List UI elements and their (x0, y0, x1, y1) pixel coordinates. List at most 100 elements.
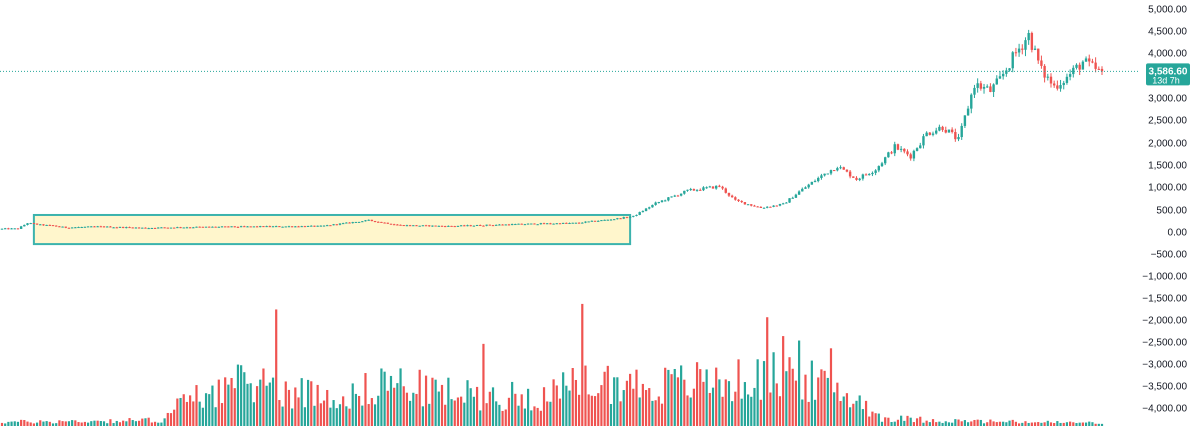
volume-bar (482, 343, 485, 426)
volume-bar (1056, 421, 1059, 426)
volume-bar (804, 374, 807, 426)
volume-bar (1043, 422, 1046, 426)
volume-bar (501, 410, 504, 426)
candle-body (153, 227, 157, 229)
candle-body (26, 223, 29, 225)
volume-bar (731, 401, 734, 426)
candle-body (1094, 62, 1097, 69)
candle-body (526, 223, 530, 225)
candle-body (208, 226, 211, 228)
candle-body (861, 174, 865, 179)
candle-body (418, 225, 421, 227)
volume-bar (692, 388, 695, 426)
volume-bar (134, 421, 138, 426)
volume-bar (86, 422, 90, 426)
volume-bar (214, 407, 217, 426)
volume-bar (622, 390, 625, 426)
volume-bar (138, 420, 141, 426)
volume-bar (456, 397, 460, 426)
volume-bar (912, 422, 915, 426)
volume-bar (750, 396, 753, 426)
volume-bar (925, 420, 928, 426)
candle-body (329, 225, 332, 227)
candle-body (338, 223, 342, 225)
candle-body (1072, 67, 1075, 75)
volume-bar (842, 396, 845, 426)
volume-bar (798, 340, 801, 426)
candle-body (223, 226, 227, 228)
candle-body (778, 203, 782, 206)
candle-body (121, 226, 125, 228)
volume-bar (711, 387, 715, 426)
volume-bar (613, 377, 616, 426)
volume-bar (1024, 421, 1027, 426)
candle-body (90, 226, 93, 228)
volume-bar (249, 383, 252, 426)
volume-bar (893, 421, 896, 426)
candle-body (925, 132, 928, 137)
candle-body (963, 115, 967, 126)
volume-bar (189, 395, 192, 426)
volume-bar (1030, 422, 1033, 426)
volume-bar (555, 385, 558, 426)
candle-body (966, 108, 970, 116)
candle-body (807, 184, 810, 188)
candle-body (928, 132, 932, 135)
candle-body (874, 170, 877, 173)
volume-bar (284, 381, 287, 426)
candle-body (638, 212, 641, 215)
volume-bar (644, 390, 648, 426)
volume-bar (220, 403, 224, 426)
volume-bar (39, 420, 42, 426)
candle-body (753, 205, 756, 207)
volume-bar (960, 421, 963, 426)
volume-bar (718, 379, 721, 426)
candle-body (125, 227, 128, 229)
volume-bar (1100, 423, 1104, 426)
volume-bar (35, 422, 39, 426)
highlight-box (32, 213, 632, 246)
volume-bar (629, 373, 632, 426)
volume-bar (542, 387, 546, 426)
candle-body (957, 137, 960, 140)
volume-bar (179, 397, 182, 426)
volume-bar (243, 372, 246, 426)
volume-bar (801, 399, 804, 426)
volume-bar (597, 393, 600, 426)
candle-body (386, 222, 389, 224)
volume-bar (67, 421, 71, 426)
candle-body (813, 181, 817, 183)
volume-bar (491, 387, 495, 426)
candle-body (625, 217, 629, 219)
volume-bar (329, 407, 332, 426)
volume-bar (1072, 422, 1075, 426)
volume-bar (568, 390, 571, 426)
candle-body (192, 227, 195, 229)
candle-body (705, 187, 708, 189)
volume-bar (281, 406, 284, 426)
volume-bar (13, 421, 16, 426)
candle-body (858, 178, 861, 180)
volume-bar (182, 394, 185, 426)
candle-body (1084, 58, 1088, 62)
candle-body (568, 223, 571, 225)
candle-body (919, 145, 922, 149)
volume-bar (26, 421, 29, 426)
candle-body (48, 224, 52, 226)
candle-body (574, 222, 578, 224)
candle-body (284, 226, 287, 228)
candle-body (848, 171, 852, 177)
candle-body (370, 219, 374, 221)
candle-body (944, 129, 947, 133)
volume-bar (1075, 423, 1078, 426)
candle-body (989, 86, 992, 92)
candle-body (137, 227, 141, 229)
candle-body (249, 226, 252, 228)
volume-bar (836, 382, 839, 426)
candle-body (348, 222, 351, 224)
candle-body (979, 83, 983, 89)
candle-body (1081, 61, 1085, 70)
candle-body (383, 222, 386, 224)
candle-body (590, 220, 594, 222)
volume-bar (590, 395, 593, 426)
